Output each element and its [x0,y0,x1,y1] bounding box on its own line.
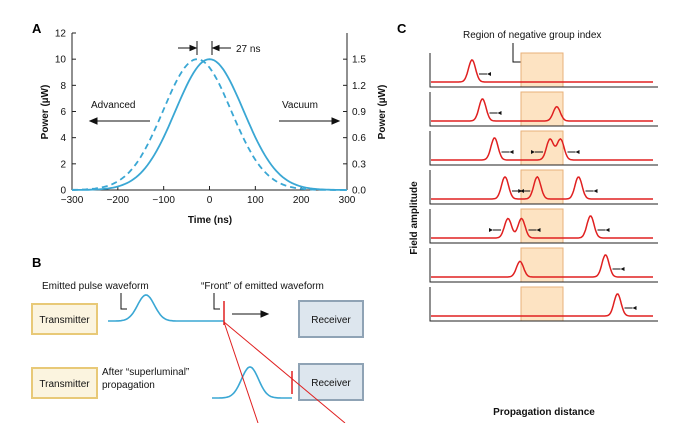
emitted-pulse-waveform [108,294,224,322]
advanced-label: Advanced [91,100,135,111]
y-right-tick-label: 0.3 [352,159,366,170]
pulse-arrowhead [632,306,637,310]
propagation-snapshot [429,130,658,166]
snapshot-axes [429,209,658,244]
x-tick-label: 200 [293,195,310,206]
front-guide-line-1 [223,321,259,423]
superluminal-pulse-waveform [212,366,292,399]
pulse-arrowhead [593,189,598,193]
pulse-arrowhead [487,72,491,76]
panel-c-subpanels [429,52,658,322]
snapshot-axes [429,131,658,166]
transmitter-box-1 [31,303,98,335]
field-trace [431,137,653,161]
pulse-arrowhead [620,267,625,271]
x-tick-label: 0 [207,195,213,206]
field-trace [431,59,653,83]
y-right-tick-label: 0.9 [352,107,366,118]
y-left-tick-label: 4 [60,133,66,144]
panel-a-ticks: −300 −200 −100 0 100 200 300 0 2 4 6 8 10 12 0.0 0.3 0.6… [55,29,366,207]
y-left-tick-label: 0 [60,186,66,197]
receiver-box-1 [298,300,364,338]
x-axis-title: Time (ns) [188,215,232,226]
field-trace [431,254,653,278]
propagation-snapshot [429,52,658,88]
snapshot-axes [429,92,658,127]
y-left-tick-label: 10 [55,55,67,66]
emitted-label: Emitted pulse waveform [42,281,149,292]
c-y-axis-title: Field amplitude [409,181,420,255]
advanced-arrow [88,117,150,125]
y-left-tick-label: 12 [55,29,67,40]
propagation-snapshot [429,208,658,244]
left-axis-title: Power (µW) [40,85,51,140]
y-right-tick-label: 0.0 [352,186,366,197]
panel-c: C Region of negative group index Field a… [397,21,658,418]
y-right-tick-label: 1.5 [352,55,366,66]
propagation-snapshot [429,169,658,205]
y-left-tick-label: 8 [60,81,66,92]
pulse-arrowhead [575,150,580,154]
panel-a-curves [72,58,347,191]
right-axis-title: Power (µW) [377,85,388,140]
panel-a: A −300 −200 −100 0 100 200 300 0 2 4 6 8 10 12 0.0 0.3 0… [32,21,388,226]
pulse-arrowhead [518,189,523,193]
front-pointer [213,293,220,310]
propagation-arrow [232,310,270,318]
pulse-arrowhead [531,150,535,154]
pulse-arrowhead [605,228,610,232]
propagation-snapshot [429,247,658,283]
x-tick-label: 100 [247,195,264,206]
front-guide-line-2 [223,321,346,423]
delay-label: 27 ns [236,44,260,55]
region-pointer [512,43,521,63]
front-label: “Front” of emitted waveform [201,281,324,292]
x-tick-label: −200 [107,195,130,206]
panel-a-axes [71,33,348,191]
pulse-arrowhead [509,150,514,154]
pulse-arrowhead [489,228,493,232]
panel-c-letter: C [397,21,407,36]
y-left-tick-label: 2 [60,159,66,170]
x-tick-label: −100 [152,195,175,206]
vacuum-arrow [279,117,341,125]
delay-marker [178,41,231,55]
pulse-arrowhead [497,111,502,115]
vacuum-pulse-curve [72,58,347,191]
field-trace [431,215,653,239]
snapshot-axes [429,53,658,88]
transmitter-label-2: Transmitter [39,379,90,390]
y-right-tick-label: 1.2 [352,81,366,92]
snapshot-axes [429,287,658,322]
region-label: Region of negative group index [463,30,601,41]
receiver-label-2: Receiver [311,378,351,389]
propagation-snapshot [429,91,658,127]
x-tick-label: 300 [339,195,356,206]
propagation-snapshot [429,286,658,322]
y-left-tick-label: 6 [60,107,66,118]
advanced-pulse-curve [72,58,347,191]
x-tick-label: −300 [61,195,84,206]
after-label-line1: After “superluminal” [102,367,189,378]
after-label-line2: propagation [102,380,155,391]
transmitter-box-2 [31,367,98,399]
snapshot-axes [429,170,658,205]
field-trace [431,293,653,317]
field-trace [431,175,653,200]
emitted-pointer [120,293,127,310]
vacuum-label: Vacuum [282,100,318,111]
transmitter-label-1: Transmitter [39,315,90,326]
y-right-tick-label: 0.6 [352,133,366,144]
panel-b: B Emitted pulse waveform “Front” of emit… [31,255,364,423]
c-x-axis-title: Propagation distance [493,407,595,418]
panel-b-letter: B [32,255,41,270]
panel-a-letter: A [32,21,42,36]
snapshot-axes [429,248,658,283]
receiver-label-1: Receiver [311,315,351,326]
field-trace [431,98,653,122]
pulse-arrowhead [536,228,541,232]
